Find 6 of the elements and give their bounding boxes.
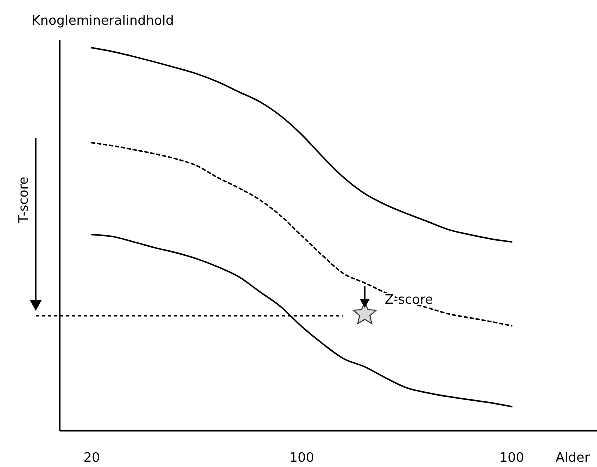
x-tick-label: 20	[84, 451, 100, 466]
x-tick-label: 100	[290, 451, 314, 466]
y-axis-title: Knoglemineralindhold	[32, 14, 174, 29]
x-tick-label: 100	[500, 451, 524, 466]
x-axis-title: Alder	[556, 451, 591, 466]
text: T-score	[17, 176, 32, 224]
